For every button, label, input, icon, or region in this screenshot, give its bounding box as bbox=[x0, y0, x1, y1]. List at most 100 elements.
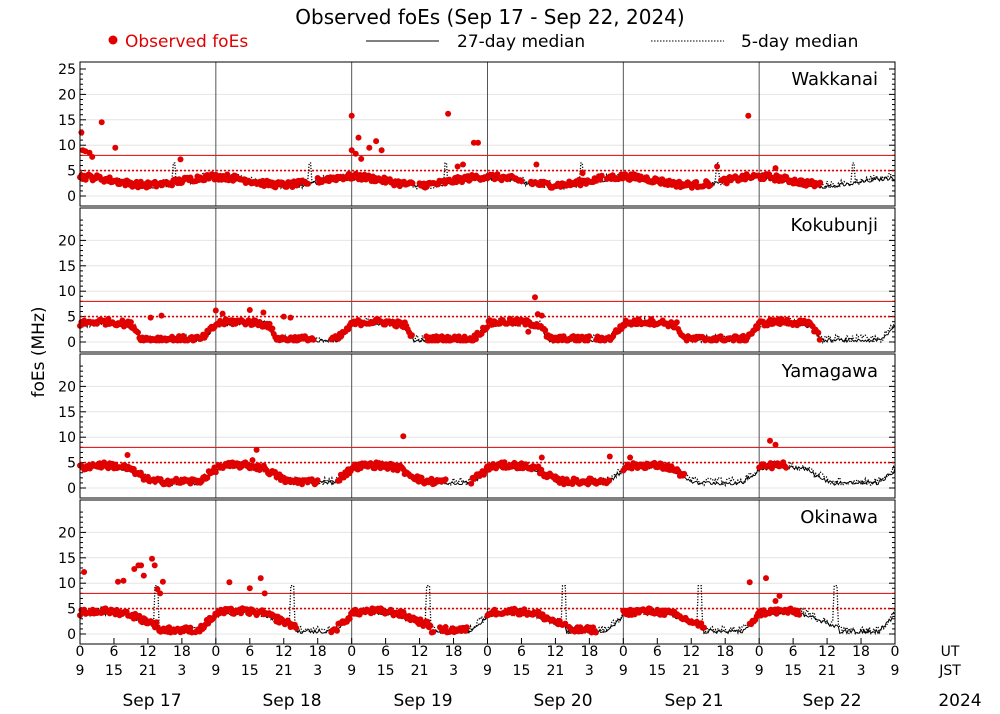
observed-point bbox=[714, 163, 721, 170]
x-tick-label-ut: 6 bbox=[653, 644, 662, 660]
legend-observed-label: Observed foEs bbox=[125, 32, 248, 52]
observed-point bbox=[816, 336, 823, 343]
observed-point bbox=[131, 566, 138, 572]
observed-point bbox=[159, 578, 166, 585]
observed-point bbox=[693, 179, 700, 185]
observed-point bbox=[796, 611, 803, 618]
observed-point bbox=[157, 590, 164, 597]
x-tick-label-jst: 15 bbox=[784, 663, 802, 679]
y-tick-label: 10 bbox=[58, 430, 76, 446]
x-tick-label-ut: 0 bbox=[619, 644, 628, 660]
observed-point bbox=[266, 320, 273, 327]
observed-point bbox=[205, 175, 212, 182]
observed-point bbox=[673, 319, 680, 326]
observed-point bbox=[468, 480, 475, 487]
x-tick-label-ut: 18 bbox=[173, 644, 191, 660]
observed-point bbox=[378, 147, 385, 154]
observed-point bbox=[127, 319, 134, 326]
observed-point bbox=[393, 323, 400, 330]
observed-point bbox=[249, 457, 256, 464]
x-tick-label-jst: 15 bbox=[377, 663, 395, 679]
panel-kokubunji: 0 5 10 15 20 Kokubunji bbox=[58, 207, 896, 353]
x-row-label-ut: UT bbox=[941, 644, 960, 660]
x-tick-label-ut: 0 bbox=[347, 644, 356, 660]
observed-point bbox=[772, 165, 779, 172]
legend-median27-label: 27-day median bbox=[457, 32, 585, 52]
x-tick-label-ut: 12 bbox=[411, 644, 429, 660]
x-tick-label-ut: 0 bbox=[891, 644, 900, 660]
observed-point bbox=[470, 139, 477, 146]
day-label: Sep 22 bbox=[802, 691, 861, 711]
observed-point bbox=[260, 309, 267, 316]
x-tick-label-ut: 18 bbox=[852, 644, 870, 660]
station-label: Kokubunji bbox=[791, 215, 878, 236]
x-tick-label-ut: 18 bbox=[309, 644, 327, 660]
observed-point bbox=[746, 579, 753, 586]
y-tick-label: 15 bbox=[58, 405, 76, 421]
observed-point bbox=[293, 625, 300, 631]
observed-point bbox=[430, 629, 437, 635]
y-tick-label: 20 bbox=[58, 233, 76, 249]
observed-point bbox=[754, 325, 761, 332]
x-tick-label-jst: 21 bbox=[275, 663, 293, 679]
y-tick-label: 0 bbox=[67, 627, 76, 643]
observed-point bbox=[124, 452, 131, 458]
observed-point bbox=[525, 328, 532, 335]
station-label: Wakkanai bbox=[791, 69, 878, 90]
observed-point bbox=[586, 333, 593, 340]
panel-frame bbox=[79, 353, 896, 499]
observed-point bbox=[120, 577, 127, 584]
legend-observed-marker bbox=[108, 35, 118, 45]
x-tick-label-jst: 21 bbox=[818, 663, 836, 679]
observed-point bbox=[253, 446, 260, 453]
observed-point bbox=[283, 183, 290, 190]
x-tick-label-jst: 15 bbox=[105, 663, 123, 679]
observed-point bbox=[219, 310, 226, 317]
observed-point bbox=[202, 332, 209, 339]
observed-point bbox=[472, 336, 479, 343]
x-tick-label-ut: 12 bbox=[139, 644, 157, 660]
year-label: 2024 bbox=[938, 691, 981, 711]
observed-point bbox=[230, 177, 236, 184]
x-tick-label-jst: 9 bbox=[347, 663, 356, 679]
y-tick-label: 25 bbox=[58, 62, 76, 78]
x-tick-label-ut: 6 bbox=[789, 644, 798, 660]
observed-point bbox=[151, 562, 158, 569]
observed-point bbox=[346, 615, 353, 622]
observed-point bbox=[293, 182, 300, 189]
x-tick-label-ut: 0 bbox=[211, 644, 220, 660]
observed-point bbox=[772, 441, 779, 448]
observed-point bbox=[98, 119, 105, 126]
x-tick-label-ut: 0 bbox=[76, 644, 85, 660]
observed-point bbox=[269, 325, 276, 332]
observed-point bbox=[533, 161, 540, 168]
observed-point bbox=[400, 433, 407, 440]
y-tick-label: 20 bbox=[58, 87, 76, 103]
panel-frame bbox=[79, 61, 896, 207]
observed-point bbox=[681, 470, 688, 477]
y-tick-label: 10 bbox=[58, 284, 76, 300]
observed-point bbox=[606, 477, 613, 484]
x-tick-label-ut: 12 bbox=[682, 644, 700, 660]
x-tick-label-jst: 9 bbox=[211, 663, 220, 679]
panel-yamagawa: 0 5 10 15 20 Yamagawa bbox=[58, 353, 896, 499]
observed-point bbox=[257, 575, 264, 582]
observed-point bbox=[783, 464, 790, 471]
x-tick-label-ut: 18 bbox=[580, 644, 598, 660]
observed-point bbox=[539, 611, 546, 618]
y-tick-label: 10 bbox=[58, 138, 76, 154]
observed-point bbox=[475, 139, 481, 146]
x-tick-label-jst: 9 bbox=[483, 663, 492, 679]
observed-point bbox=[78, 129, 85, 136]
observed-point bbox=[815, 329, 822, 336]
y-tick-label: 20 bbox=[58, 525, 76, 541]
observed-point bbox=[698, 620, 705, 627]
y-tick-label: 0 bbox=[67, 335, 76, 351]
observed-point bbox=[538, 312, 545, 319]
observed-point bbox=[707, 182, 714, 189]
observed-point bbox=[112, 144, 119, 151]
y-tick-label: 5 bbox=[67, 310, 76, 326]
x-tick-label-ut: 18 bbox=[716, 644, 734, 660]
observed-point bbox=[532, 294, 538, 301]
